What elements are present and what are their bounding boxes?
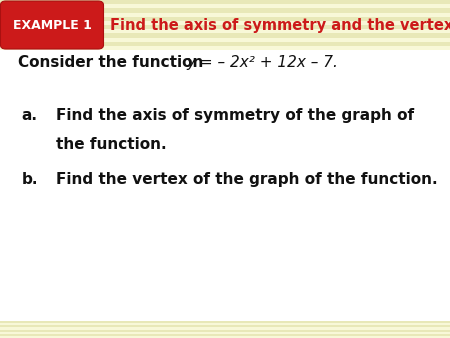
Polygon shape	[0, 323, 450, 325]
Polygon shape	[0, 25, 450, 29]
Polygon shape	[0, 38, 450, 42]
Text: Find the axis of symmetry and the vertex: Find the axis of symmetry and the vertex	[110, 18, 450, 32]
FancyBboxPatch shape	[0, 1, 104, 49]
Polygon shape	[0, 21, 450, 25]
Polygon shape	[0, 29, 450, 33]
Polygon shape	[0, 17, 450, 21]
Polygon shape	[0, 332, 450, 334]
FancyBboxPatch shape	[0, 50, 450, 321]
Polygon shape	[0, 0, 450, 4]
Polygon shape	[0, 321, 450, 323]
Polygon shape	[0, 336, 450, 338]
Text: Find the axis of symmetry of the graph of: Find the axis of symmetry of the graph o…	[56, 108, 414, 123]
Polygon shape	[0, 4, 450, 8]
Text: a.: a.	[22, 108, 38, 123]
Polygon shape	[0, 325, 450, 328]
Text: Consider the function: Consider the function	[18, 55, 209, 70]
Polygon shape	[0, 42, 450, 46]
Polygon shape	[0, 328, 450, 330]
Text: Find the vertex of the graph of the function.: Find the vertex of the graph of the func…	[56, 172, 438, 187]
Polygon shape	[0, 46, 450, 50]
Text: EXAMPLE 1: EXAMPLE 1	[13, 19, 91, 31]
Polygon shape	[0, 330, 450, 332]
Polygon shape	[0, 13, 450, 17]
Text: y = – 2x² + 12x – 7.: y = – 2x² + 12x – 7.	[187, 55, 338, 70]
Polygon shape	[0, 33, 450, 38]
Text: the function.: the function.	[56, 137, 167, 152]
Text: b.: b.	[22, 172, 38, 187]
Polygon shape	[0, 8, 450, 13]
Polygon shape	[0, 334, 450, 336]
